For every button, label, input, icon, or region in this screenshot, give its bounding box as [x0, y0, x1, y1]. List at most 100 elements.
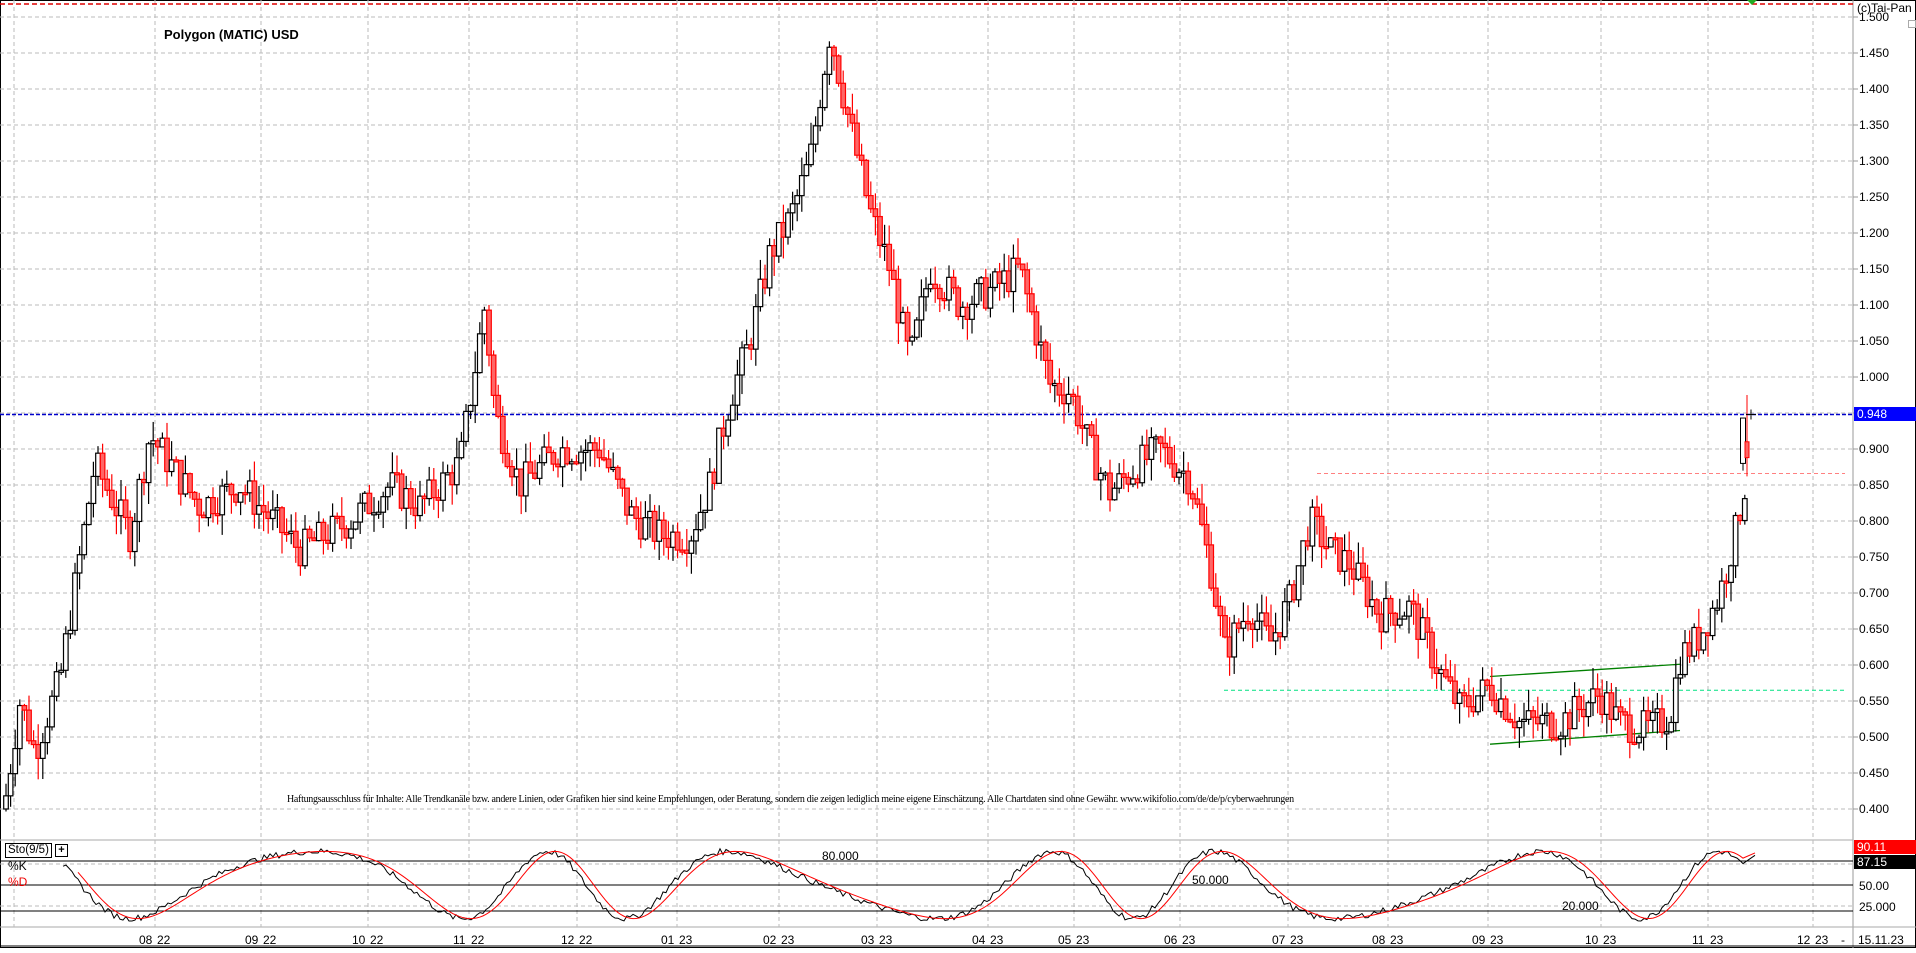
- time-label-month: 12: [1797, 933, 1811, 947]
- candle-up: [357, 502, 364, 523]
- candle-down: [1042, 341, 1049, 362]
- candle-up: [1636, 736, 1642, 744]
- candle-up: [380, 496, 387, 513]
- candle-down: [306, 528, 313, 539]
- candle-up: [1286, 584, 1293, 603]
- current-price-tag: 0.948: [1854, 407, 1916, 421]
- annotation-50: 50.000: [1192, 873, 1229, 887]
- indicator-level-25: 25.000: [1859, 900, 1896, 914]
- candle-down: [1548, 712, 1555, 739]
- candle-up: [1456, 692, 1463, 704]
- candle-down: [1217, 605, 1224, 617]
- candle-up: [959, 306, 966, 317]
- candle-down: [1263, 612, 1270, 627]
- indicator-level-50: 50.00: [1859, 879, 1890, 893]
- candle-down: [210, 496, 216, 515]
- candle-up: [476, 333, 483, 374]
- candle-down: [941, 298, 948, 302]
- candle-down: [1447, 676, 1454, 682]
- candle-down: [104, 478, 111, 491]
- candle-up: [1419, 617, 1426, 640]
- candle-up: [1700, 632, 1707, 651]
- candle-down: [242, 492, 249, 496]
- candle-down: [509, 465, 515, 478]
- candle-down: [1047, 359, 1054, 385]
- price-label: 1.450: [1859, 46, 1890, 60]
- candle-up: [1571, 695, 1578, 730]
- candle-down: [596, 449, 603, 459]
- candle-down: [1304, 540, 1311, 547]
- time-label-month: 02: [763, 933, 777, 947]
- candle-down: [338, 515, 345, 530]
- price-label: 0.900: [1859, 442, 1890, 456]
- candle-down: [99, 452, 106, 480]
- candle-up: [1590, 688, 1596, 704]
- time-label-year: 23: [781, 933, 795, 947]
- candle-up: [219, 485, 226, 516]
- candle-down: [1277, 632, 1284, 638]
- candle-up: [1139, 444, 1146, 484]
- time-label-year: 23: [1076, 933, 1090, 947]
- candle-up: [1258, 612, 1265, 622]
- price-label: 0.500: [1859, 730, 1890, 744]
- candle-up: [182, 473, 189, 495]
- candle-down: [1074, 395, 1081, 427]
- candle-up: [794, 195, 801, 205]
- candle-down: [1429, 631, 1435, 669]
- candle-down: [1659, 708, 1665, 733]
- candle-up: [1176, 472, 1182, 478]
- candle-up: [729, 404, 736, 421]
- candle-up: [85, 502, 92, 526]
- candle-down: [711, 471, 718, 484]
- candle-up: [913, 319, 920, 338]
- candle-up: [90, 475, 97, 505]
- time-label-month: 06: [1164, 933, 1178, 947]
- candle-up: [12, 747, 19, 775]
- candle-up: [1585, 702, 1592, 718]
- candle-up: [1728, 565, 1734, 583]
- candle-down: [251, 480, 258, 515]
- candle-up: [302, 528, 308, 567]
- candle-down: [196, 498, 203, 516]
- candle-up: [269, 509, 276, 520]
- candle-up: [1479, 679, 1486, 697]
- price-label: 1.250: [1859, 190, 1890, 204]
- candle-down: [334, 515, 341, 519]
- indicator-name[interactable]: Sto(9/5): [5, 843, 52, 858]
- candle-down: [283, 531, 290, 536]
- candle-down: [619, 478, 626, 489]
- candle-up: [39, 741, 46, 759]
- candle-down: [191, 491, 198, 500]
- candle-up: [1383, 597, 1389, 633]
- candle-down: [1337, 537, 1343, 572]
- candle-up: [789, 203, 796, 214]
- candle-up: [371, 512, 377, 516]
- candle-up: [1438, 669, 1445, 675]
- add-indicator-button[interactable]: +: [55, 844, 68, 857]
- candle-down: [982, 277, 989, 309]
- candle-down: [762, 278, 768, 289]
- candle-up: [973, 282, 980, 306]
- candle-up: [1714, 607, 1721, 611]
- candle-down: [141, 478, 147, 484]
- candle-down: [550, 451, 557, 465]
- candle-down: [831, 46, 837, 57]
- time-label-month: 07: [1272, 933, 1286, 947]
- candle-up: [16, 704, 23, 750]
- collapse-icon[interactable]: [1908, 20, 1916, 28]
- candle-down: [1686, 642, 1693, 657]
- price-label: 0.450: [1859, 766, 1890, 780]
- price-label: 1.100: [1859, 298, 1890, 312]
- candle-down: [504, 452, 511, 468]
- candle-down: [265, 511, 272, 520]
- candle-down: [614, 466, 621, 480]
- annotation-20: 20.000: [1562, 899, 1599, 913]
- d-line: [77, 850, 1756, 920]
- candle-down: [233, 494, 239, 503]
- candle-down: [1737, 514, 1744, 522]
- time-label-month: 08: [1372, 933, 1386, 947]
- price-label: 0.750: [1859, 550, 1890, 564]
- candle-down: [173, 459, 180, 463]
